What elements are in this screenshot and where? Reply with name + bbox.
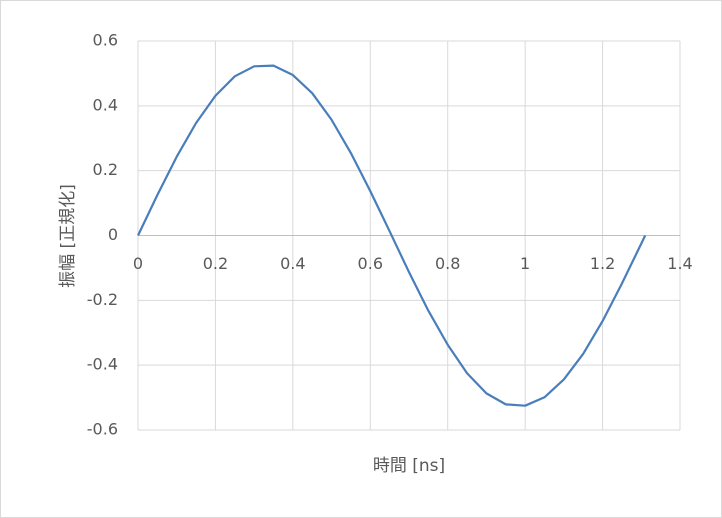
x-axis-title: 時間 [ns]	[373, 456, 445, 476]
x-tick-label: 0.6	[358, 254, 383, 273]
x-tick-label: 0.2	[203, 254, 228, 273]
y-tick-label: -0.4	[87, 355, 118, 374]
x-tick-label: 0.4	[280, 254, 305, 273]
y-tick-label: 0.2	[93, 160, 118, 179]
y-tick-label: 0.6	[93, 31, 118, 50]
x-tick-label: 1.2	[590, 254, 615, 273]
y-tick-label: 0.4	[93, 95, 118, 114]
x-tick-label: 0.8	[435, 254, 460, 273]
y-tick-label: 0	[108, 225, 118, 244]
x-tick-label: 0	[133, 254, 143, 273]
y-tick-label: -0.2	[87, 290, 118, 309]
x-tick-label: 1.4	[667, 254, 692, 273]
y-axis-title: 振幅 [正規化]	[58, 184, 78, 288]
y-tick-label: -0.6	[87, 420, 118, 439]
data-line	[137, 64, 647, 407]
x-tick-label: 1	[520, 254, 530, 273]
